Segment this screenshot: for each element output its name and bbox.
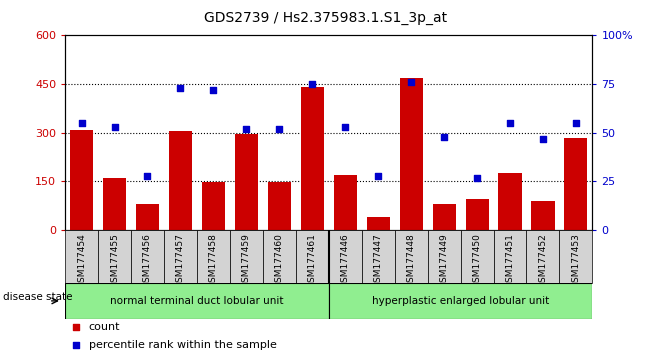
Bar (428, 230, 461, 283)
Point (340, 124, 350, 130)
Point (373, 173, 383, 178)
Text: GSM177454: GSM177454 (77, 233, 86, 287)
Bar (202, 182, 225, 230)
Point (241, 126, 251, 132)
Bar (564, 138, 587, 230)
Bar (334, 175, 357, 230)
Text: GSM177460: GSM177460 (275, 233, 284, 288)
Text: normal terminal duct lobular unit: normal terminal duct lobular unit (110, 296, 284, 306)
Point (70, 342, 81, 348)
Bar (499, 173, 521, 230)
Bar (301, 87, 324, 230)
Point (175, 85, 186, 91)
Text: GDS2739 / Hs2.375983.1.S1_3p_at: GDS2739 / Hs2.375983.1.S1_3p_at (204, 11, 447, 25)
Point (571, 120, 581, 126)
Text: GSM177453: GSM177453 (572, 233, 581, 288)
Point (76, 120, 87, 126)
Text: GSM177455: GSM177455 (110, 233, 119, 288)
Bar (296, 230, 329, 283)
Text: GSM177447: GSM177447 (374, 233, 383, 287)
Bar (461, 230, 493, 283)
Bar (197, 230, 230, 283)
Bar (70, 130, 93, 230)
Bar (559, 230, 592, 283)
Bar (367, 217, 390, 230)
Text: GSM177456: GSM177456 (143, 233, 152, 288)
Point (109, 124, 120, 130)
Text: count: count (89, 322, 120, 332)
Bar (169, 131, 192, 230)
Text: hyperplastic enlarged lobular unit: hyperplastic enlarged lobular unit (372, 296, 549, 306)
Text: GSM177458: GSM177458 (209, 233, 218, 288)
Bar (131, 230, 164, 283)
Point (274, 126, 284, 132)
Bar (432, 204, 456, 230)
Bar (329, 283, 592, 319)
Text: GSM177457: GSM177457 (176, 233, 185, 288)
Bar (268, 182, 291, 230)
Bar (164, 230, 197, 283)
Text: percentile rank within the sample: percentile rank within the sample (89, 340, 277, 350)
Bar (136, 204, 159, 230)
Point (208, 87, 219, 93)
Point (70, 325, 81, 330)
Text: GSM177449: GSM177449 (439, 233, 449, 287)
Point (406, 79, 417, 85)
Bar (103, 178, 126, 230)
Text: GSM177446: GSM177446 (340, 233, 350, 287)
Point (143, 173, 153, 178)
Text: GSM177451: GSM177451 (506, 233, 514, 288)
Point (538, 136, 548, 141)
Bar (98, 230, 131, 283)
Bar (465, 199, 489, 230)
Bar (235, 134, 258, 230)
Bar (531, 201, 555, 230)
Bar (527, 230, 559, 283)
Text: GSM177461: GSM177461 (308, 233, 317, 288)
Point (439, 134, 449, 139)
Text: GSM177452: GSM177452 (538, 233, 547, 287)
Bar (400, 78, 422, 230)
Text: disease state: disease state (3, 292, 73, 302)
Point (472, 175, 482, 181)
Point (307, 81, 318, 87)
Bar (65, 283, 329, 319)
Point (505, 120, 515, 126)
Bar (230, 230, 263, 283)
Bar (362, 230, 395, 283)
Bar (395, 230, 428, 283)
Bar (329, 230, 362, 283)
Bar (65, 230, 98, 283)
Text: GSM177459: GSM177459 (242, 233, 251, 288)
Text: GSM177448: GSM177448 (407, 233, 415, 287)
Bar (493, 230, 527, 283)
Text: GSM177450: GSM177450 (473, 233, 482, 288)
Bar (263, 230, 296, 283)
